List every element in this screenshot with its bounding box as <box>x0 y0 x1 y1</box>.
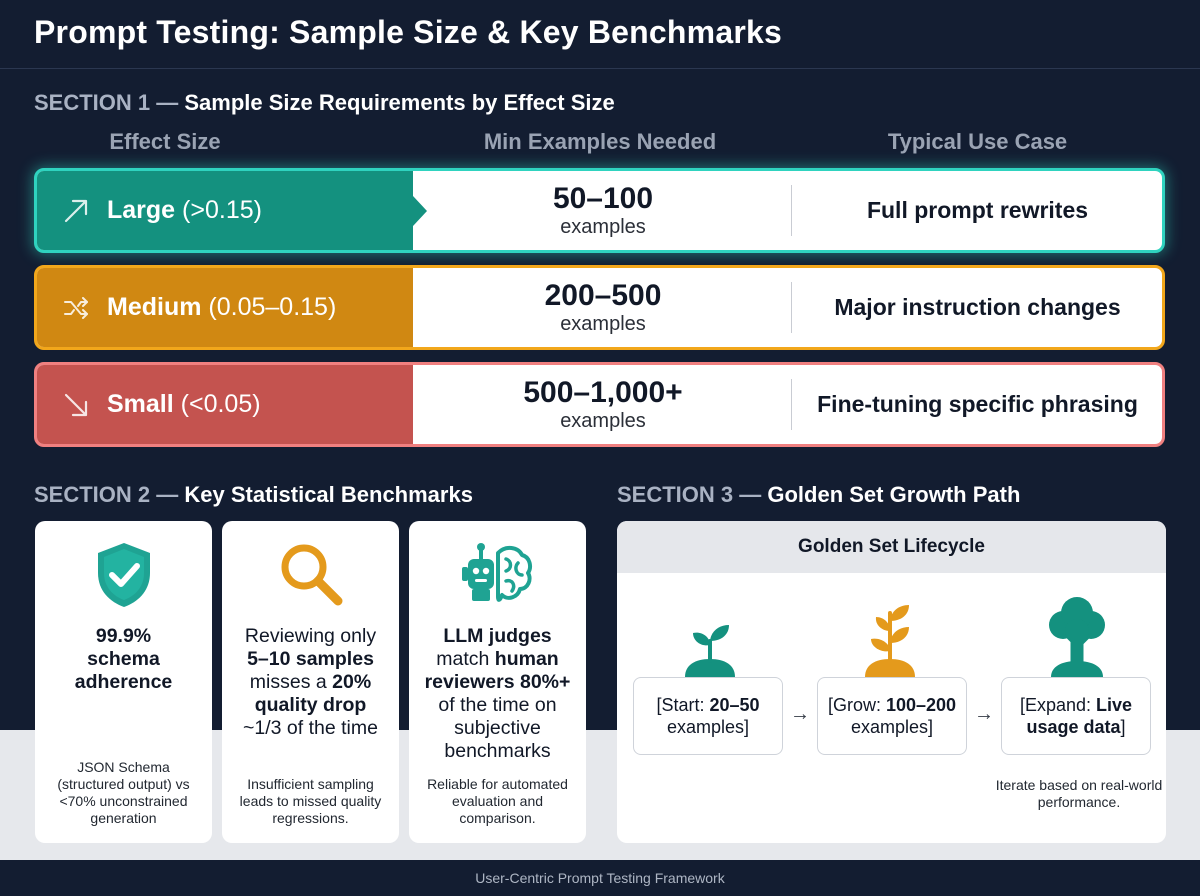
benchmark-text: match <box>436 648 490 670</box>
benchmark-label: adherence <box>74 671 173 693</box>
stage-suffix: examples] <box>666 717 750 737</box>
column-header-effect-size: Effect Size <box>109 129 221 154</box>
min-examples-value: 50–100 <box>552 181 654 215</box>
stage-prefix: [Expand: <box>1019 695 1097 715</box>
arrow-right-icon: → <box>974 703 994 725</box>
benchmark-note: Reliable for automated evaluation and co… <box>427 776 568 826</box>
column-header-min-examples: Min Examples Needed <box>483 129 717 154</box>
benchmark-emphasis: 20% <box>332 671 372 693</box>
tree-icon <box>1049 597 1105 677</box>
stage-emphasis: 20–50 <box>709 695 760 715</box>
page-title: Prompt Testing: Sample Size & Key Benchm… <box>34 14 782 50</box>
effect-range: (<0.05) <box>180 390 261 418</box>
benchmark-text: Reviewing only <box>244 625 377 647</box>
shuffle-icon <box>61 293 91 323</box>
use-case-medium: Major instruction changes <box>834 294 1121 320</box>
stage-prefix: [Grow: <box>827 695 886 715</box>
stage-suffix: ] <box>1120 717 1126 737</box>
use-case-large: Full prompt rewrites <box>866 197 1089 223</box>
title-divider <box>0 68 1200 69</box>
benchmark-card-llm-judges: LLM judges match human reviewers 80%+ of… <box>409 521 586 843</box>
trend-up-icon <box>61 196 91 226</box>
section2-heading: SECTION 2 — Key Statistical Benchmarks <box>34 482 473 508</box>
min-examples-value: 200–500 <box>544 278 662 312</box>
row-divider <box>791 185 792 236</box>
section3-heading: SECTION 3 — Golden Set Growth Path <box>617 482 1020 508</box>
benchmark-card-schema: 99.9% schema adherence JSON Schema (stru… <box>35 521 212 843</box>
effect-range: (0.05–0.15) <box>208 293 337 321</box>
effect-name: Large <box>107 196 176 224</box>
sprout-icon <box>685 625 735 677</box>
use-case-small: Fine-tuning specific phrasing <box>817 391 1138 417</box>
robot-brain-icon <box>409 539 586 611</box>
effect-label-medium: Medium (0.05–0.15) <box>37 268 413 347</box>
column-header-use-case: Typical Use Case <box>887 129 1068 154</box>
min-examples-small: 500–1,000+ examples <box>413 365 793 444</box>
golden-set-panel-title: Golden Set Lifecycle <box>617 521 1166 573</box>
effect-row-large: Large (>0.15) 50–100 examples Full promp… <box>34 168 1165 253</box>
benchmark-emphasis: quality drop <box>254 694 367 716</box>
trend-down-icon <box>61 390 91 420</box>
benchmark-emphasis: LLM judges <box>443 625 552 647</box>
benchmark-text: misses a <box>249 671 327 693</box>
benchmark-text: ~1/3 of the time <box>243 717 378 739</box>
magnifier-icon <box>222 539 399 611</box>
arrow-right-icon: → <box>790 703 810 725</box>
stage-expand: [Expand: Live usage data] <box>1001 677 1151 755</box>
benchmark-emphasis: human <box>494 648 559 670</box>
benchmark-text: of the time on subjective benchmarks <box>438 694 557 762</box>
benchmark-label: schema <box>87 648 160 670</box>
stage-emphasis: 100–200 <box>885 695 957 715</box>
effect-range: (>0.15) <box>182 196 262 224</box>
benchmark-note: Insufficient sampling leads to missed qu… <box>239 776 382 826</box>
stage-grow: [Grow: 100–200 examples] <box>817 677 967 755</box>
section2-number: SECTION 2 — <box>34 482 179 507</box>
effect-label-small: Small (<0.05) <box>37 365 413 444</box>
stage-emphasis: Live usage data <box>1026 695 1133 737</box>
benchmark-value: 99.9% <box>95 625 152 647</box>
section2-title: Key Statistical Benchmarks <box>184 482 473 507</box>
stage-start: [Start: 20–50 examples] <box>633 677 783 755</box>
plant-icon <box>865 605 915 677</box>
row-divider <box>791 379 792 430</box>
effect-label-large: Large (>0.15) <box>37 171 413 250</box>
lifecycle-note: Iterate based on real-world performance. <box>995 777 1163 810</box>
section1-heading: SECTION 1 — Sample Size Requirements by … <box>34 90 615 116</box>
section1-number: SECTION 1 — <box>34 90 179 115</box>
stage-suffix: examples] <box>850 717 934 737</box>
benchmark-note: JSON Schema (structured output) vs <70% … <box>57 759 190 826</box>
stage-prefix: [Start: <box>656 695 710 715</box>
min-examples-medium: 200–500 examples <box>413 268 793 347</box>
benchmark-emphasis: reviewers 80%+ <box>424 671 571 693</box>
section3-title: Golden Set Growth Path <box>767 482 1021 507</box>
effect-name: Small <box>107 390 174 418</box>
min-examples-unit: examples <box>560 409 646 432</box>
section1-title: Sample Size Requirements by Effect Size <box>184 90 615 115</box>
min-examples-value: 500–1,000+ <box>523 375 683 409</box>
benchmark-emphasis: 5–10 samples <box>247 648 374 670</box>
effect-row-small: Small (<0.05) 500–1,000+ examples Fine-t… <box>34 362 1165 447</box>
min-examples-large: 50–100 examples <box>413 171 793 250</box>
effect-row-medium: Medium (0.05–0.15) 200–500 examples Majo… <box>34 265 1165 350</box>
min-examples-unit: examples <box>560 312 646 335</box>
shield-check-icon <box>35 539 212 611</box>
golden-set-panel: Golden Set Lifecycle [Start: 20–50 examp… <box>617 521 1166 843</box>
row-pointer <box>413 196 427 226</box>
row-divider <box>791 282 792 333</box>
section3-number: SECTION 3 — <box>617 482 762 507</box>
effect-name: Medium <box>107 293 202 321</box>
benchmark-card-sampling: Reviewing only 5–10 samples misses a 20%… <box>222 521 399 843</box>
footer: User-Centric Prompt Testing Framework <box>0 860 1200 896</box>
min-examples-unit: examples <box>560 215 646 238</box>
